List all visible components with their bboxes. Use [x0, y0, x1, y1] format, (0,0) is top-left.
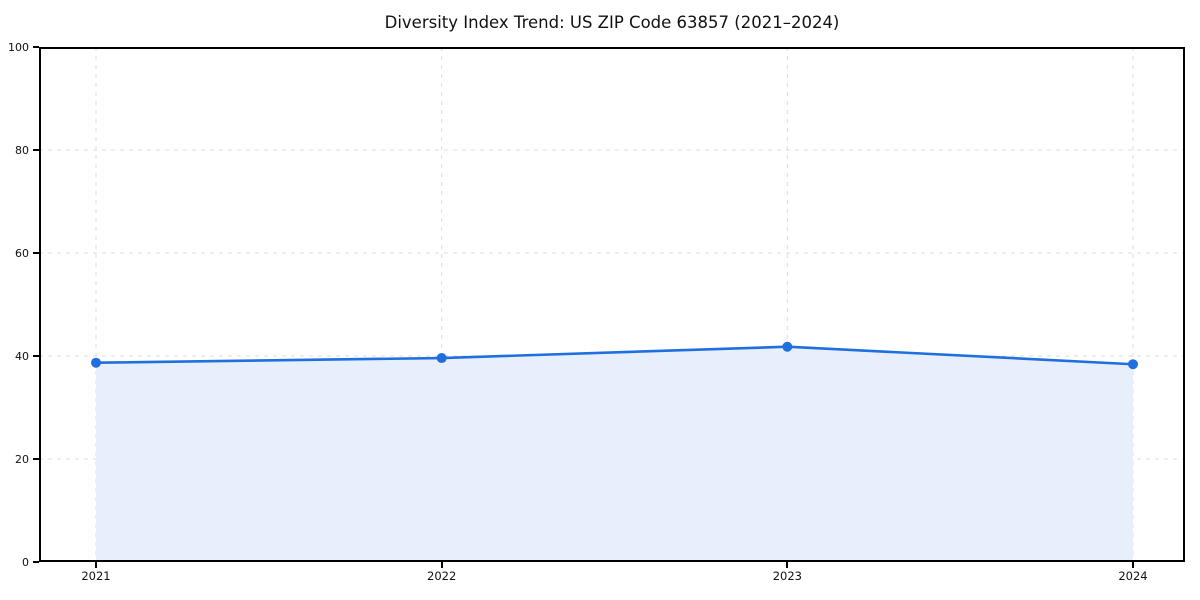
y-tick-label: 40: [15, 349, 29, 363]
data-point-marker: [782, 341, 793, 352]
y-tick-mark: [33, 458, 39, 460]
x-tick-mark: [1132, 562, 1134, 568]
y-tick-label: 60: [15, 246, 29, 260]
y-tick-mark: [33, 149, 39, 151]
y-tick-label: 80: [15, 143, 29, 157]
data-point-marker: [91, 357, 101, 368]
x-tick-label: 2021: [81, 569, 111, 583]
x-tick-mark: [440, 562, 443, 568]
y-tick-label: 20: [15, 452, 29, 466]
plot-spine-box: [39, 47, 1185, 562]
plot-area: [39, 47, 1185, 562]
data-point-marker: [436, 353, 447, 364]
y-tick-mark: [33, 252, 39, 254]
series-line: [94, 345, 1135, 366]
x-tick-label: 2024: [1118, 569, 1148, 583]
x-tick-label: 2023: [772, 569, 802, 583]
series-area-fill: [96, 346, 1133, 562]
y-tick-mark: [33, 46, 39, 48]
plot-svg: [39, 47, 1185, 562]
x-tick-mark: [95, 562, 97, 568]
chart-title: Diversity Index Trend: US ZIP Code 63857…: [384, 13, 840, 32]
y-tick-label: 0: [22, 555, 29, 569]
y-tick-mark: [33, 561, 39, 563]
data-point-marker: [1128, 359, 1138, 370]
x-tick-label: 2022: [427, 569, 457, 583]
x-tick-mark: [786, 562, 789, 568]
y-tick-label: 100: [8, 40, 29, 54]
y-tick-mark: [33, 355, 39, 357]
